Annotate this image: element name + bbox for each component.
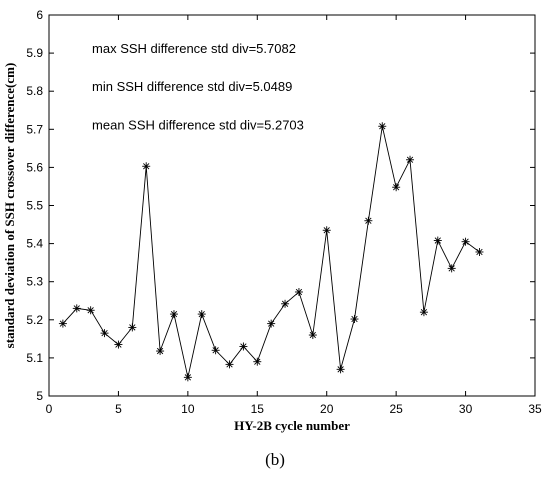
y-tick-label: 5 xyxy=(36,389,43,403)
data-point xyxy=(169,310,178,319)
data-point xyxy=(58,319,67,328)
data-point xyxy=(128,323,137,332)
chart: 0 5 10 15 20 25 30 3555.15.25.35.45.55.65.75.85… xyxy=(2,8,542,433)
annotation-2: min SSH difference std div=5.0489 xyxy=(92,79,292,94)
plot-area xyxy=(48,14,536,397)
y-tick-label: 5.4 xyxy=(26,237,43,251)
data-point xyxy=(197,310,206,319)
annotation-group: max SSH difference std div=5.7082 min SSH… xyxy=(92,41,304,132)
annotation-1: max SSH difference std div=5.7082 xyxy=(92,41,296,56)
data-point xyxy=(294,287,303,296)
data-point xyxy=(419,308,428,317)
y-tick-label: 5.5 xyxy=(26,199,43,213)
figure-caption: (b) xyxy=(265,450,285,469)
data-point xyxy=(392,183,401,192)
y-tick-label: 5.8 xyxy=(26,84,43,98)
data-point xyxy=(433,236,442,245)
data-point xyxy=(239,342,248,351)
data-point xyxy=(322,226,331,235)
y-tick-label: 5.3 xyxy=(26,275,43,289)
data-point xyxy=(100,329,109,338)
marker-group xyxy=(58,122,484,382)
y-tick-label: 5.1 xyxy=(26,351,43,365)
tick-group: 0 5 10 15 20 25 30 3555.15.25.35.45.55.65.75.85… xyxy=(26,8,542,416)
x-tick-label: 15 xyxy=(251,402,265,416)
data-point xyxy=(475,247,484,256)
data-point xyxy=(211,346,220,355)
data-point xyxy=(253,357,262,366)
x-tick-label: 30 xyxy=(459,402,473,416)
y-axis-title: standard deviation of SSH crossover diff… xyxy=(2,63,17,349)
data-point xyxy=(183,373,192,382)
y-tick-label: 5.2 xyxy=(26,313,43,327)
x-tick-label: 25 xyxy=(389,402,403,416)
data-point xyxy=(225,360,234,369)
data-point xyxy=(447,264,456,273)
data-point xyxy=(308,331,317,340)
y-tick-label: 6 xyxy=(36,8,43,22)
y-tick-label: 5.6 xyxy=(26,160,43,174)
y-tick-label: 5.9 xyxy=(26,46,43,60)
annotation-3: mean SSH difference std div=5.2703 xyxy=(92,117,304,132)
data-point xyxy=(364,216,373,225)
data-point xyxy=(406,155,415,164)
x-axis-title: HY-2B cycle number xyxy=(234,418,350,433)
data-point xyxy=(114,340,123,349)
data-point xyxy=(86,306,95,315)
x-tick-label: 5 xyxy=(115,402,122,416)
x-tick-label: 35 xyxy=(528,402,542,416)
y-tick-label: 5.7 xyxy=(26,122,43,136)
x-tick-label: 0 xyxy=(46,402,53,416)
data-point xyxy=(350,315,359,324)
x-tick-label: 20 xyxy=(320,402,334,416)
data-point xyxy=(72,304,81,313)
data-point xyxy=(156,347,165,356)
data-point xyxy=(336,365,345,374)
data-point xyxy=(378,122,387,131)
data-point xyxy=(281,299,290,308)
data-point xyxy=(461,237,470,246)
data-point xyxy=(267,319,276,328)
data-point xyxy=(142,162,151,171)
x-tick-label: 10 xyxy=(181,402,195,416)
